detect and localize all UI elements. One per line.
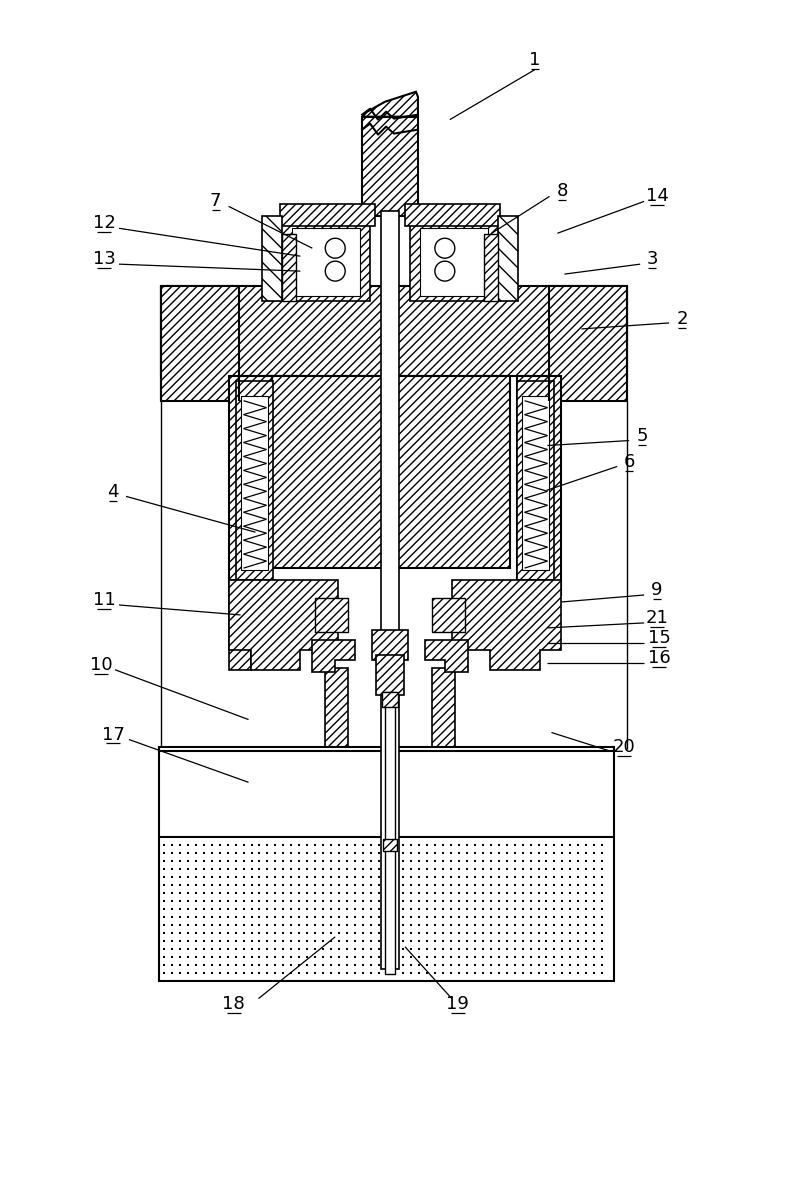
Polygon shape [362, 92, 418, 117]
Polygon shape [550, 286, 627, 400]
Text: 4: 4 [107, 484, 118, 501]
Polygon shape [376, 655, 404, 694]
Text: 5: 5 [637, 426, 648, 444]
Polygon shape [410, 217, 500, 301]
Circle shape [326, 261, 345, 281]
Text: 2: 2 [676, 310, 688, 328]
Text: 11: 11 [93, 591, 115, 609]
Polygon shape [372, 630, 408, 660]
Polygon shape [420, 229, 488, 297]
Text: 14: 14 [646, 187, 669, 205]
Bar [385, 692, 395, 974]
Bar [383, 840, 397, 852]
Polygon shape [262, 217, 282, 301]
Circle shape [435, 261, 455, 281]
Polygon shape [312, 640, 355, 672]
Polygon shape [229, 580, 338, 669]
Text: 18: 18 [222, 994, 245, 1012]
Text: 12: 12 [93, 214, 115, 232]
Text: 21: 21 [646, 609, 669, 626]
Polygon shape [326, 668, 348, 752]
Polygon shape [229, 580, 275, 669]
Text: 20: 20 [613, 738, 635, 756]
Polygon shape [292, 229, 360, 297]
Polygon shape [161, 286, 238, 400]
Polygon shape [362, 117, 418, 217]
Bar [159, 749, 614, 980]
Polygon shape [229, 376, 273, 596]
Polygon shape [241, 395, 269, 570]
Circle shape [435, 238, 455, 258]
Polygon shape [432, 668, 455, 752]
Polygon shape [282, 235, 296, 301]
Text: 17: 17 [102, 725, 125, 743]
Bar [381, 211, 399, 968]
Text: 19: 19 [446, 994, 470, 1012]
Text: 8: 8 [557, 182, 568, 200]
Text: 7: 7 [210, 193, 222, 211]
Polygon shape [517, 381, 554, 580]
Text: 1: 1 [529, 51, 540, 69]
Text: 10: 10 [90, 656, 112, 674]
Polygon shape [235, 381, 274, 580]
Polygon shape [161, 286, 627, 376]
Text: 13: 13 [93, 250, 115, 268]
Polygon shape [484, 235, 498, 301]
Bar [159, 748, 614, 752]
Text: 3: 3 [646, 250, 658, 268]
Polygon shape [269, 376, 510, 568]
Polygon shape [522, 395, 550, 570]
Circle shape [326, 238, 345, 258]
Polygon shape [432, 598, 465, 632]
Polygon shape [498, 217, 518, 301]
Polygon shape [517, 376, 562, 596]
Polygon shape [425, 640, 468, 672]
Text: 9: 9 [651, 581, 663, 599]
Polygon shape [315, 598, 348, 632]
Polygon shape [281, 205, 375, 226]
Text: 6: 6 [623, 454, 635, 472]
Polygon shape [452, 580, 562, 669]
Text: 16: 16 [648, 649, 670, 667]
Bar [382, 692, 398, 706]
Polygon shape [281, 217, 370, 301]
Text: 15: 15 [648, 629, 670, 647]
Polygon shape [405, 205, 500, 226]
